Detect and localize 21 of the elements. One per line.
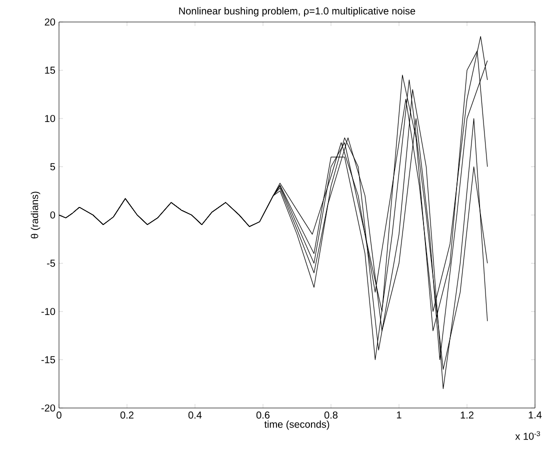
x-tick-label: 1.4: [528, 412, 542, 418]
x-tick-label: 0.6: [256, 412, 270, 419]
text: x 10$^{-3}$: [515, 431, 540, 440]
x-tick-label: 0.4: [188, 412, 202, 419]
y-tick-label: 5: [50, 163, 56, 170]
x-tick-label: 1: [396, 412, 402, 418]
x-tick-label: 1.2: [460, 412, 474, 419]
y-tick-label: 20: [44, 18, 56, 26]
x-tick-label: 0: [56, 412, 62, 419]
y-tick-label: 15: [45, 66, 56, 74]
y-tick-label: -5: [47, 260, 56, 267]
y-tick-label: 10: [45, 114, 56, 122]
x-tick-label: 0.8: [324, 412, 338, 419]
chart-title: Nonlinear bushing problem, ρ=1.0 multiplicative noise: [179, 7, 416, 16]
y-tick-label: -15: [41, 356, 56, 364]
y-axis-title: θ (radians): [30, 192, 40, 238]
y-tick-label: -20: [41, 404, 56, 412]
x-axis-title: time (seconds): [264, 420, 330, 430]
y-tick-label: 0: [50, 211, 56, 219]
y-tick-label: -10: [41, 308, 56, 316]
x-tick-label: 0.2: [120, 412, 134, 419]
